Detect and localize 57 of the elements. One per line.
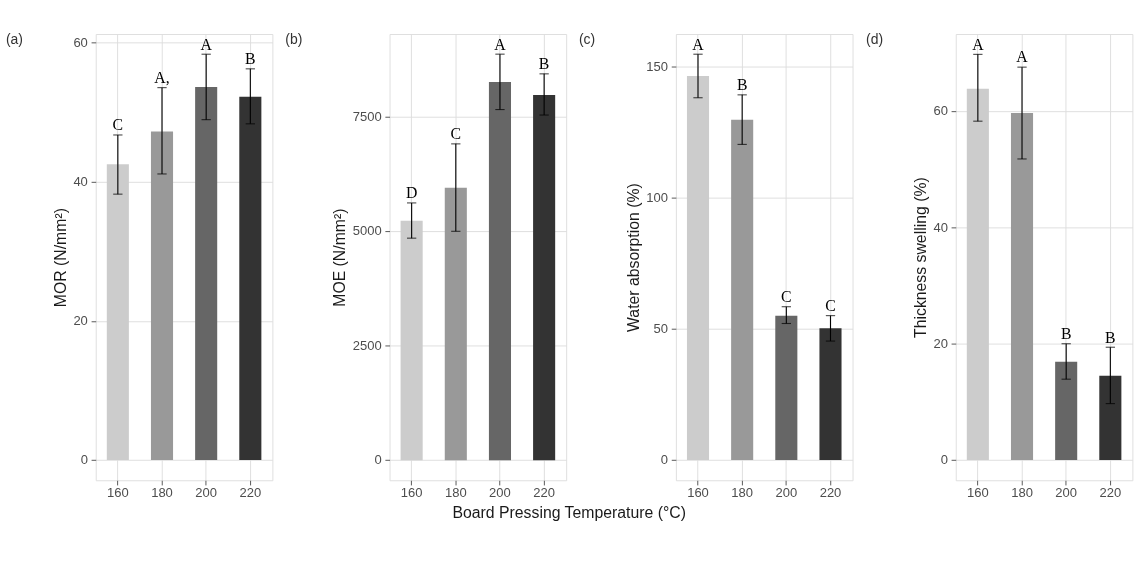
chart-title: (b) — [285, 31, 303, 48]
y-tick-label: 0 — [374, 452, 382, 468]
y-tick-label: 40 — [933, 219, 948, 235]
y-tick-label: 20 — [933, 335, 948, 351]
x-tick-label: 180 — [151, 485, 173, 501]
y-tick-label: 0 — [660, 452, 669, 468]
y-tick-label: 0 — [80, 452, 88, 468]
y-axis-title: Thickness swelling (%) — [911, 177, 929, 338]
x-tick-label: 220 — [819, 485, 842, 501]
y-tick-label: 7500 — [352, 109, 382, 125]
annotation: B — [538, 55, 550, 73]
y-axis-title: MOE (N/mm²) — [331, 208, 349, 307]
x-tick-label: 180 — [731, 485, 754, 501]
y-axis-title: MOR (N/mm²) — [51, 208, 69, 308]
x-tick-label: 180 — [1011, 485, 1033, 501]
annotation: A — [972, 35, 985, 53]
y-tick-label: 60 — [933, 103, 948, 119]
x-tick-label: 200 — [489, 485, 511, 501]
annotation: A — [692, 35, 705, 53]
annotation: B — [1060, 325, 1072, 343]
annotation: B — [245, 50, 256, 68]
annotation: D — [405, 184, 418, 202]
annotation: C — [450, 125, 462, 143]
x-tick-label: 220 — [239, 485, 262, 501]
y-tick-label: 50 — [653, 321, 669, 337]
y-tick-label: 150 — [646, 58, 669, 74]
y-axis-title: Water absorption (%) — [624, 183, 642, 332]
annotation: C — [112, 116, 124, 134]
annotation: B — [736, 76, 748, 94]
x-tick-label: 200 — [1055, 485, 1078, 501]
annotation: A — [494, 35, 507, 53]
y-tick-label: 100 — [646, 190, 669, 206]
y-tick-label: 20 — [73, 313, 88, 329]
y-tick-label: 0 — [940, 452, 948, 468]
x-tick-label: 200 — [775, 485, 798, 501]
x-tick-label: 160 — [967, 485, 989, 501]
x-tick-label: 160 — [106, 485, 129, 501]
x-tick-label: 160 — [687, 485, 709, 501]
chart-title: (a) — [5, 31, 24, 48]
annotation: A — [1016, 48, 1029, 66]
annotation: A — [200, 35, 213, 53]
annotation: C — [781, 288, 792, 306]
chart-title: (d) — [865, 31, 884, 48]
y-tick-label: 5000 — [352, 223, 382, 239]
annotation: A, — [154, 68, 170, 86]
annotation: B — [1105, 328, 1116, 346]
x-tick-label: 180 — [444, 485, 467, 501]
text: Board Pressing Temperature (°C) — [452, 503, 686, 521]
x-tick-label: 160 — [400, 485, 423, 501]
x-tick-label: 220 — [533, 485, 555, 501]
x-tick-label: 220 — [1099, 485, 1122, 501]
annotation: C — [825, 296, 836, 314]
y-tick-label: 60 — [73, 34, 88, 50]
x-tick-label: 200 — [195, 485, 218, 501]
y-tick-label: 40 — [73, 173, 88, 189]
y-tick-label: 2500 — [352, 337, 382, 353]
chart-title: (c) — [578, 31, 596, 48]
